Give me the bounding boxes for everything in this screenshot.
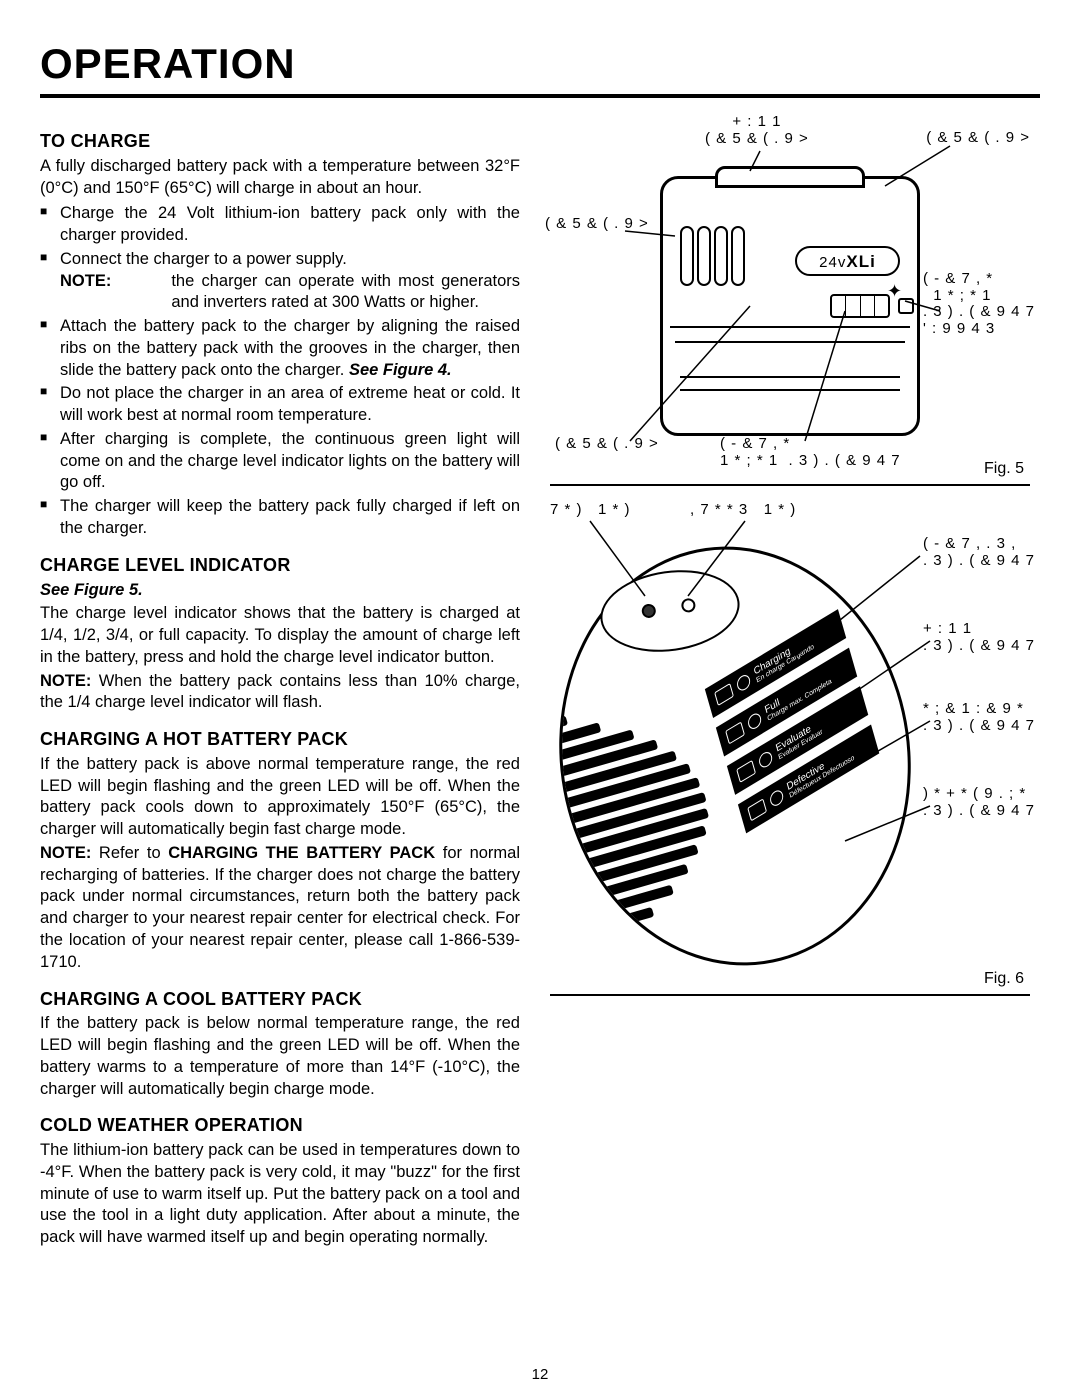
cool-para: If the battery pack is below normal temp… [40,1013,520,1100]
heading-hot: CHARGING A HOT BATTERY PACK [40,728,520,752]
heading-cli: CHARGE LEVEL INDICATOR [40,554,520,578]
bullet: Connect the charger to a power supply. N… [60,249,520,314]
callout: ) * + * ( 9 . ; * . 3 ) . ( & 9 4 7 [923,786,1035,819]
hot-note: NOTE: Refer to CHARGING THE BATTERY PACK… [40,843,520,974]
note-text: the charger can operate with most genera… [111,271,520,315]
bullet: The charger will keep the battery pack f… [60,496,520,540]
callout: + : 1 1 . 3 ) . ( & 9 4 7 [923,621,1035,654]
see-figure: See Figure 5. [40,580,520,602]
figure-label: Fig. 6 [984,970,1024,988]
note-label: NOTE: [60,271,111,315]
leader-lines [550,116,1030,484]
page-number: 12 [532,1366,549,1383]
bullet: After charging is complete, the continuo… [60,429,520,494]
cli-para: The charge level indicator shows that th… [40,603,520,668]
figures-column: + : 1 1 ( & 5 & ( . 9 > ( & 5 & ( . 9 > … [550,116,1030,1251]
cli-note: NOTE: When the battery pack contains les… [40,671,520,715]
figure-5: + : 1 1 ( & 5 & ( . 9 > ( & 5 & ( . 9 > … [550,116,1030,486]
callout: , 7 * * 3 1 * ) [690,502,796,519]
charger-drawing: ChargingEn charge Cargando FullCharge ma… [560,546,910,976]
bullet: Do not place the charger in an area of e… [60,383,520,427]
figure-label: Fig. 5 [984,460,1024,478]
text-column: TO CHARGE A fully discharged battery pac… [40,116,520,1251]
page-title: OPERATION [40,40,1040,98]
heading-cold: COLD WEATHER OPERATION [40,1114,520,1138]
callout: * ; & 1 : & 9 * . 3 ) . ( & 9 4 7 [923,701,1035,734]
to-charge-intro: A fully discharged battery pack with a t… [40,156,520,200]
heading-to-charge: TO CHARGE [40,130,520,154]
heading-cool: CHARGING A COOL BATTERY PACK [40,988,520,1012]
callout: 7 * ) 1 * ) [550,502,631,519]
bullet: Attach the battery pack to the charger b… [60,316,520,381]
figure-6: 7 * ) 1 * ) , 7 * * 3 1 * ) ( - & 7 , . … [550,496,1030,996]
cold-para: The lithium-ion battery pack can be used… [40,1140,520,1249]
callout: ( - & 7 , . 3 , . 3 ) . ( & 9 4 7 [923,536,1035,569]
hot-para: If the battery pack is above normal temp… [40,754,520,841]
bullet: Charge the 24 Volt lithium-ion battery p… [60,203,520,247]
